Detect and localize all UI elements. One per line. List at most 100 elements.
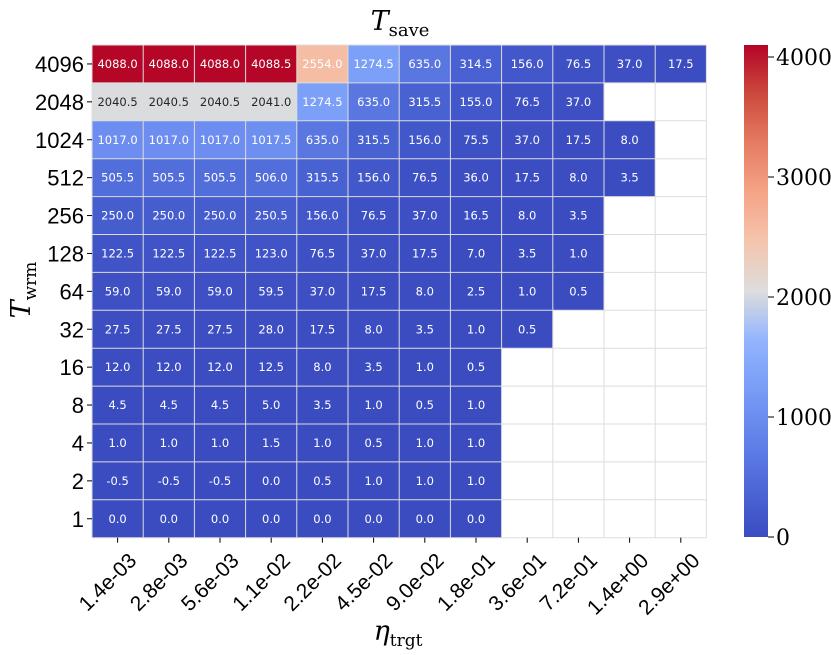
heatmap-cell xyxy=(245,461,297,500)
heatmap-cell-label: 505.5 xyxy=(101,171,134,185)
heatmap-cell xyxy=(450,196,502,235)
heatmap-cell xyxy=(194,158,246,197)
heatmap-cell xyxy=(92,45,144,83)
heatmap-cell-label: 635.0 xyxy=(306,133,339,147)
heatmap-cell-label: 1.0 xyxy=(467,398,485,412)
heatmap-cell xyxy=(450,499,502,538)
heatmap-cell-label: 314.5 xyxy=(460,57,493,71)
heatmap-cell-label: 76.5 xyxy=(361,209,387,223)
heatmap-cell-label: 156.0 xyxy=(357,171,390,185)
heatmap-cell xyxy=(348,45,400,83)
heatmap-cell-label: 27.5 xyxy=(105,322,131,336)
heatmap-cell xyxy=(194,272,246,311)
heatmap-cell-label: 0.5 xyxy=(416,398,434,412)
heatmap-cell xyxy=(245,310,297,349)
heatmap-cell xyxy=(143,196,195,235)
heatmap-cell xyxy=(450,234,502,273)
heatmap-cell-label: 1.0 xyxy=(211,436,229,450)
heatmap-cell-label: 1.0 xyxy=(518,284,536,298)
heatmap-cell xyxy=(450,310,502,349)
heatmap-cell-label: 1.0 xyxy=(108,436,126,450)
y-axis-label-sub: wrm xyxy=(21,262,41,301)
heatmap-cell-label: 4.5 xyxy=(211,398,229,412)
y-tick-label: 1024 xyxy=(35,128,84,153)
heatmap-cell xyxy=(399,272,451,311)
heatmap-cell-label: 0.0 xyxy=(364,512,382,526)
heatmap-cell xyxy=(552,45,604,83)
x-axis-label-sub: trgt xyxy=(390,631,423,651)
heatmap-gridlines xyxy=(91,44,707,539)
y-tick-label: 64 xyxy=(60,279,84,304)
heatmap-cell xyxy=(348,499,400,538)
heatmap-cell-label: 59.0 xyxy=(105,284,131,298)
heatmap-cell xyxy=(92,196,144,235)
heatmap-cell-label: 59.5 xyxy=(258,284,284,298)
heatmap-cell xyxy=(399,348,451,387)
heatmap-cell-label: 17.5 xyxy=(412,246,438,260)
y-tick-label: 4 xyxy=(72,431,84,456)
heatmap-cell-label: -0.5 xyxy=(209,474,231,488)
heatmap-cell xyxy=(552,82,604,121)
heatmap-cell-label: 635.0 xyxy=(357,95,390,109)
heatmap-cell xyxy=(552,158,604,197)
heatmap-cell xyxy=(296,348,348,387)
heatmap-cell-label: 3.5 xyxy=(620,171,638,185)
heatmap-cell xyxy=(92,158,144,197)
heatmap-cell xyxy=(92,234,144,273)
heatmap-cell xyxy=(348,386,400,424)
colorbar-tick-label: 3000 xyxy=(776,166,831,191)
heatmap-cell-label: 1.0 xyxy=(416,436,434,450)
colorbar-tick-label: 0 xyxy=(776,526,790,551)
heatmap-cell xyxy=(143,158,195,197)
heatmap-cell xyxy=(143,234,195,273)
heatmap-cell-label: 4088.0 xyxy=(149,57,189,71)
heatmap-cell xyxy=(501,45,553,83)
heatmap-cell-label: 4088.5 xyxy=(251,57,291,71)
heatmap-cell-label: 8.0 xyxy=(569,171,587,185)
heatmap-cell-label: 0.5 xyxy=(467,360,485,374)
heatmap-cell xyxy=(296,272,348,311)
heatmap-cell-label: 0.5 xyxy=(364,436,382,450)
heatmap-cell-label: 1.0 xyxy=(569,246,587,260)
heatmap-cell xyxy=(194,45,246,83)
y-axis-label-main: T xyxy=(6,298,37,318)
heatmap-cell-label: 7.0 xyxy=(467,246,485,260)
heatmap-cell-label: 1017.0 xyxy=(200,133,240,147)
heatmap-cell-label: 315.5 xyxy=(306,171,339,185)
heatmap-cell-label: 122.5 xyxy=(152,246,185,260)
heatmap-cell xyxy=(143,461,195,500)
chart-title-sub: save xyxy=(389,20,430,41)
heatmap-cell-label: 27.5 xyxy=(207,322,233,336)
heatmap-cell-label: 37.0 xyxy=(361,246,387,260)
heatmap-cell xyxy=(552,272,604,311)
x-axis-label: ηtrgt xyxy=(374,616,423,651)
heatmap-cell-label: 122.5 xyxy=(101,246,134,260)
heatmap-cell-label: 2040.5 xyxy=(149,95,189,109)
heatmap-cell xyxy=(501,120,553,159)
heatmap-cell-label: 0.0 xyxy=(262,512,280,526)
heatmap-cell xyxy=(245,82,297,121)
y-tick-label: 1 xyxy=(72,507,84,532)
heatmap-cell xyxy=(399,82,451,121)
heatmap-cell-label: 0.0 xyxy=(160,512,178,526)
heatmap-cell-label: 59.0 xyxy=(156,284,182,298)
heatmap-cell xyxy=(143,386,195,424)
heatmap-cell-label: 505.5 xyxy=(204,171,237,185)
heatmap-cell xyxy=(143,424,195,462)
heatmap-cell-label: 3.5 xyxy=(518,246,536,260)
y-tick-label: 8 xyxy=(72,393,84,418)
heatmap-cell xyxy=(194,82,246,121)
heatmap-cell xyxy=(399,120,451,159)
heatmap-cell-label: -0.5 xyxy=(158,474,180,488)
heatmap-cell-label: 2040.5 xyxy=(97,95,137,109)
heatmap-cell xyxy=(245,234,297,273)
heatmap-cell xyxy=(296,196,348,235)
heatmap-cell xyxy=(194,234,246,273)
heatmap-cell-label: 12.0 xyxy=(105,360,131,374)
heatmap-cell xyxy=(194,120,246,159)
heatmap-cell-label: 17.5 xyxy=(361,284,387,298)
heatmap-cell xyxy=(450,461,502,500)
heatmap-cell xyxy=(92,82,144,121)
heatmap-cell-label: 1.0 xyxy=(364,474,382,488)
heatmap-cell xyxy=(399,45,451,83)
